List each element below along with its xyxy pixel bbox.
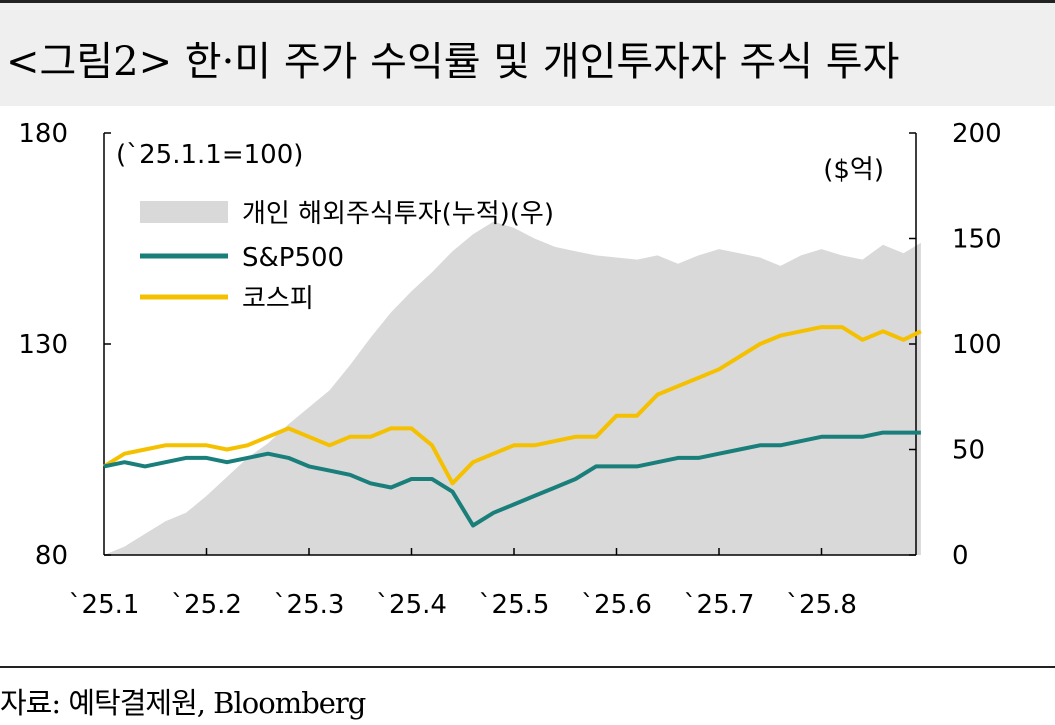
chart: 80 130 180 0 50 100 150 200 `25.1 `25.2 `25.3 `25.4… [18, 119, 1002, 620]
legend-label-sp500: S&P500 [242, 243, 344, 273]
left-tick-label: 180 [18, 119, 68, 149]
x-tick-label: `25.4 [376, 590, 447, 620]
left-tick-label: 130 [18, 330, 68, 360]
x-tick-label: `25.1 [69, 590, 140, 620]
right-tick-label: 50 [952, 436, 985, 466]
title-band: <그림2> 한·미 주가 수익률 및 개인투자자 주식 투자 [0, 3, 1055, 106]
source-note: 자료: 예탁결제원, Bloomberg [0, 686, 366, 720]
right-tick-label: 200 [952, 119, 1002, 149]
x-tick-label: `25.8 [786, 590, 857, 620]
bottom-rule [0, 666, 1055, 668]
x-tick-label: `25.6 [581, 590, 652, 620]
left-tick-label: 80 [35, 541, 68, 571]
line-sp500 [103, 430, 921, 528]
x-tick-label: `25.2 [171, 590, 242, 620]
line-kospi [102, 325, 922, 486]
legend-label-kospi: 코스피 [242, 284, 314, 314]
legend-label-area: 개인 해외주식투자(누적)(우) [242, 199, 554, 229]
area-individual-overseas-investment [104, 221, 921, 555]
x-tick-label: `25.7 [684, 590, 755, 620]
top-rule [0, 0, 1055, 3]
legend-swatch-area [140, 201, 228, 223]
right-tick-label: 0 [952, 541, 969, 571]
left-axis-note: (`25.1.1=100) [116, 140, 303, 170]
chart-title: <그림2> 한·미 주가 수익률 및 개인투자자 주식 투자 [6, 39, 900, 85]
right-tick-label: 150 [952, 225, 1002, 255]
right-axis-note: ($억) [823, 155, 884, 185]
x-tick-label: `25.3 [274, 590, 345, 620]
right-tick-label: 100 [952, 330, 1002, 360]
x-tick-label: `25.5 [479, 590, 550, 620]
